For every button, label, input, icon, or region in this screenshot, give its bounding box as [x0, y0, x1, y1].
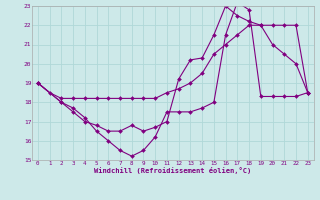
X-axis label: Windchill (Refroidissement éolien,°C): Windchill (Refroidissement éolien,°C) — [94, 167, 252, 174]
